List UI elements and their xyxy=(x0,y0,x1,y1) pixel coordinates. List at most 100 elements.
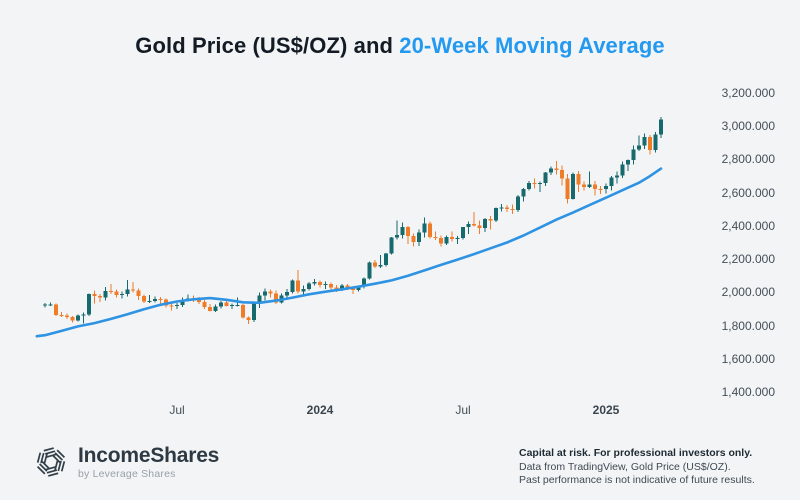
logo-hatch-group xyxy=(36,460,50,475)
candle-body xyxy=(257,295,262,304)
candle-wick xyxy=(171,303,172,311)
candle-body xyxy=(153,298,157,301)
candle-wick xyxy=(556,161,557,175)
candle-body xyxy=(653,134,658,150)
x-tick-label: 2024 xyxy=(306,403,334,417)
disclaimer-risk: Capital at risk. For professional invest… xyxy=(519,447,753,459)
candle-body xyxy=(301,289,306,292)
candle-body xyxy=(472,224,476,226)
candle-body xyxy=(521,189,526,197)
y-tick-label: 2,000.000 xyxy=(721,285,775,300)
candle-wick xyxy=(435,231,436,241)
candle-body xyxy=(411,236,416,243)
candle-body xyxy=(549,168,553,173)
candle-body xyxy=(125,289,130,294)
candle-body xyxy=(461,227,465,239)
candle-wick xyxy=(396,220,398,240)
candle-body xyxy=(494,207,498,221)
candle-body xyxy=(241,304,245,318)
candle-wick xyxy=(99,294,101,302)
candle-body xyxy=(626,159,630,165)
candle-body xyxy=(389,237,394,254)
candle-wick xyxy=(352,286,354,295)
candle-body xyxy=(54,304,58,315)
brand-tagline: by Leverage Shares xyxy=(78,467,176,480)
candle-body xyxy=(202,301,207,307)
candle-body xyxy=(345,285,350,289)
candle-body xyxy=(516,196,520,210)
candle-wick xyxy=(61,312,62,318)
incomeshares-logo-icon xyxy=(36,447,66,477)
candle-body xyxy=(642,136,647,146)
y-tick-label: 1,400.000 xyxy=(721,385,775,399)
candle-body xyxy=(417,232,421,243)
candle-body xyxy=(637,145,641,150)
candle-wick xyxy=(490,216,491,230)
candle-body xyxy=(593,184,597,190)
candle-wick xyxy=(160,296,161,305)
candle-wick xyxy=(638,135,640,151)
candle-body xyxy=(378,264,383,267)
candle-body xyxy=(109,291,113,292)
candle-body xyxy=(565,178,570,199)
candle-wick xyxy=(380,255,381,269)
candle-body xyxy=(400,227,405,236)
candle-body xyxy=(235,304,240,306)
candle-body xyxy=(466,224,471,228)
candle-body xyxy=(620,164,625,176)
candle-body xyxy=(92,294,97,296)
candle-body xyxy=(505,207,509,209)
candle-body xyxy=(230,304,234,306)
logo-hatch-group xyxy=(36,452,48,464)
candle-body xyxy=(263,291,267,296)
candle-body xyxy=(246,317,251,321)
candle-body xyxy=(510,208,515,210)
brand-text: IncomeShares by Leverage Shares xyxy=(78,444,219,480)
candle-body xyxy=(219,302,223,307)
y-tick-label: 1,800.000 xyxy=(721,318,775,333)
candle-body xyxy=(307,283,311,290)
chart-title-accent: 20-Week Moving Average xyxy=(399,33,665,58)
candle-body xyxy=(268,291,273,294)
candle-body xyxy=(290,280,295,292)
candle-body xyxy=(175,304,179,306)
y-tick-label: 2,200.000 xyxy=(721,252,775,267)
candle-body xyxy=(450,237,454,239)
candle-wick xyxy=(457,236,458,244)
candle-body xyxy=(395,235,399,238)
candle-wick xyxy=(451,231,453,242)
candle-wick xyxy=(187,294,189,302)
candle-body xyxy=(59,314,64,316)
candle-wick xyxy=(110,284,112,294)
candle-body xyxy=(120,293,124,296)
y-tick-label: 2,800.000 xyxy=(721,152,775,167)
candle-body xyxy=(483,218,487,229)
brand-block: IncomeShares by Leverage Shares xyxy=(33,444,219,480)
candle-body xyxy=(76,315,80,321)
candle-wick xyxy=(149,295,150,303)
candle-body xyxy=(554,168,559,171)
candle-body xyxy=(576,174,581,185)
candle-wick xyxy=(83,312,84,324)
candle-body xyxy=(323,284,328,286)
candle-body xyxy=(351,288,355,291)
candle-body xyxy=(142,296,146,302)
candle-body xyxy=(373,262,377,267)
candle-wick xyxy=(176,302,178,309)
logo-hatch-group xyxy=(52,449,66,464)
candle-body xyxy=(252,303,256,321)
y-tick-label: 1,600.000 xyxy=(721,351,775,366)
candle-body xyxy=(98,295,102,298)
candle-body xyxy=(499,207,504,209)
candle-wick xyxy=(231,303,233,309)
x-tick-label: 2025 xyxy=(592,403,620,417)
candle-body xyxy=(444,237,449,244)
candle-body xyxy=(213,306,218,311)
candle-wick xyxy=(589,171,590,188)
candle-body xyxy=(582,184,586,188)
y-tick-label: 3,200.000 xyxy=(721,86,775,100)
candle-body xyxy=(406,227,410,237)
candle-body xyxy=(659,119,663,135)
candle-wick xyxy=(473,211,475,227)
